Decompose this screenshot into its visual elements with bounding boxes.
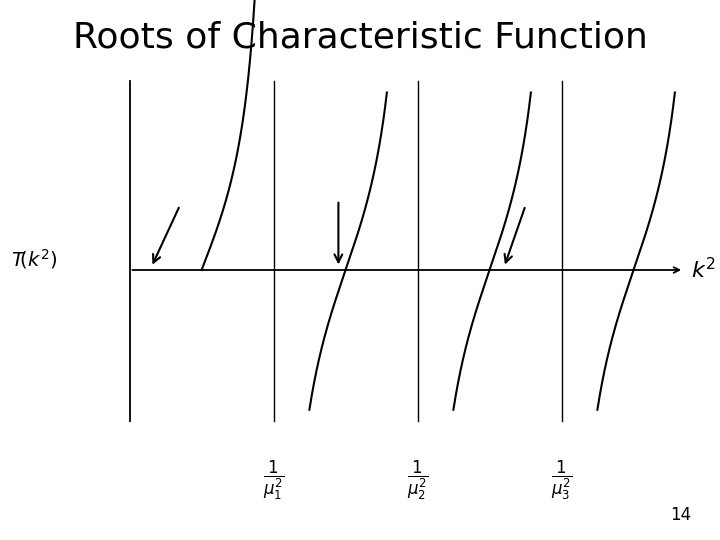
Text: $k^{2}$: $k^{2}$	[691, 258, 716, 282]
Text: Roots of Characteristic Function: Roots of Characteristic Function	[73, 21, 647, 55]
Text: $\dfrac{1}{\mu_3^2}$: $\dfrac{1}{\mu_3^2}$	[551, 459, 572, 502]
Text: $T\!\left(k^{2}\right)$: $T\!\left(k^{2}\right)$	[12, 247, 58, 271]
Text: $\dfrac{1}{\mu_1^2}$: $\dfrac{1}{\mu_1^2}$	[263, 459, 284, 502]
Text: $\dfrac{1}{\mu_2^2}$: $\dfrac{1}{\mu_2^2}$	[407, 459, 428, 502]
Text: 14: 14	[670, 506, 691, 524]
